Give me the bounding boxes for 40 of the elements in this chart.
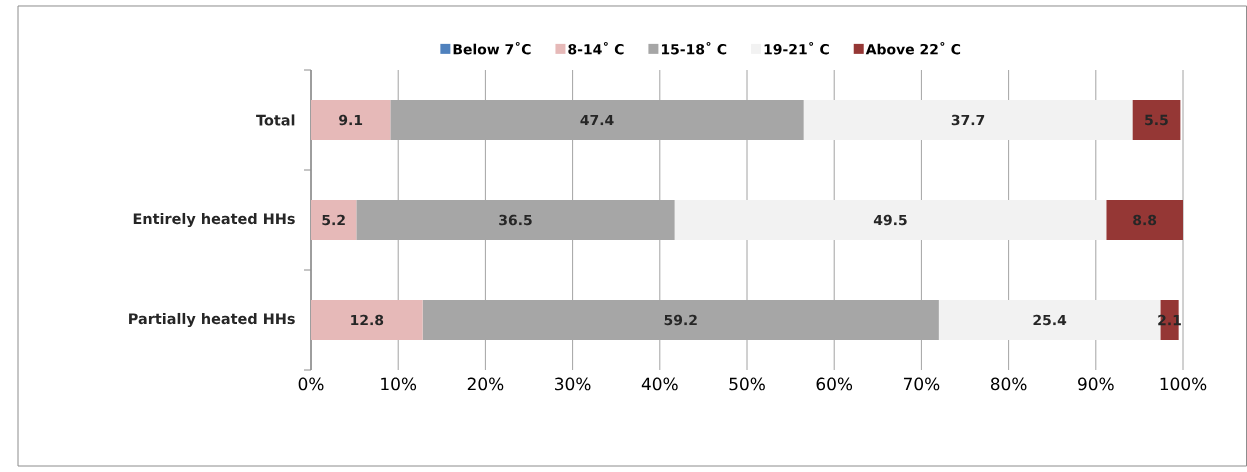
data-label: 5.2 — [322, 214, 345, 226]
x-tick-label: 30% — [555, 377, 591, 391]
data-label: 25.4 — [1033, 314, 1067, 326]
y-tick-label: Total — [256, 114, 295, 126]
bar — [311, 200, 357, 240]
data-label: 8.8 — [1133, 214, 1157, 226]
x-tick-label: 80% — [990, 377, 1027, 391]
legend-label: Below 7˚C — [453, 41, 531, 55]
data-label: 36.5 — [499, 214, 532, 226]
legend-label: 15-18˚ C — [661, 41, 727, 55]
legend-label: 19-21˚ C — [764, 41, 829, 55]
data-label: 5.5 — [1145, 114, 1168, 126]
data-label: 37.7 — [951, 114, 985, 126]
x-tick-label: 100% — [1160, 377, 1207, 391]
x-tick-label: 20% — [467, 377, 504, 391]
data-label: 59.2 — [664, 314, 697, 326]
bar — [311, 300, 423, 340]
y-tick-label: Partially heated HHs — [129, 312, 295, 328]
data-label: 9.1 — [339, 114, 363, 126]
x-tick-label: 60% — [816, 377, 853, 391]
bar — [356, 200, 675, 240]
legend-label: Above 22˚ C — [865, 41, 961, 55]
x-tick-label: 50% — [729, 377, 765, 391]
bar — [422, 300, 939, 340]
data-label: 12.8 — [351, 314, 384, 326]
bar — [674, 200, 1107, 240]
data-label: 47.4 — [580, 114, 614, 126]
x-tick-label: 0% — [298, 377, 324, 391]
x-tick-label: 90% — [1078, 377, 1114, 391]
legend-label: 8-14˚ C — [568, 41, 624, 55]
data-label: 49.5 — [873, 214, 907, 226]
x-tick-label: 10% — [381, 377, 417, 391]
bar — [1106, 200, 1184, 240]
bar — [803, 100, 1133, 140]
x-tick-label: 40% — [641, 377, 678, 391]
y-tick-label: Entirely heated HHs — [133, 212, 295, 228]
x-tick-label: 70% — [903, 377, 940, 391]
bar — [1132, 100, 1181, 140]
bar — [390, 100, 804, 140]
bar — [311, 100, 391, 140]
